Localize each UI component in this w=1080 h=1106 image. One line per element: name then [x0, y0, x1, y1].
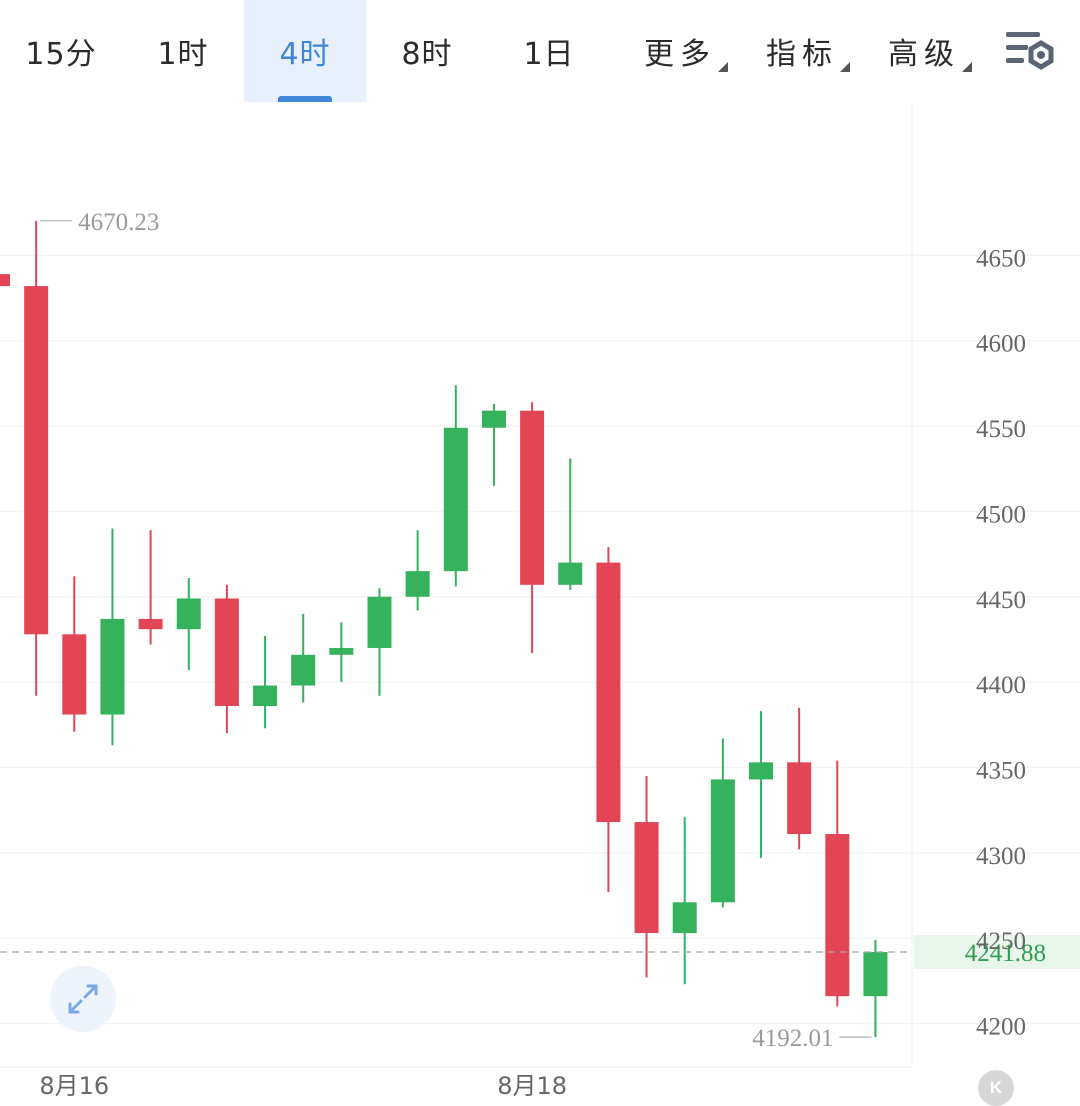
y-tick-label: 4500 — [976, 501, 1026, 528]
candle-body — [0, 274, 10, 287]
high-price-annotation: 4670.23 — [78, 209, 159, 236]
y-tick-label: 4650 — [976, 245, 1026, 272]
low-price-annotation: 4192.01 — [752, 1025, 833, 1052]
y-tick-label: 4550 — [976, 416, 1026, 443]
expand-arrows-icon — [68, 984, 98, 1014]
candle-body — [787, 762, 812, 835]
x-tick-label: 8月18 — [497, 1072, 567, 1099]
candle-body — [62, 634, 87, 715]
candle-body — [100, 618, 125, 715]
k-line-button[interactable]: K — [978, 1070, 1014, 1106]
dropdown-label: 指标 — [766, 37, 838, 72]
candles — [0, 220, 888, 1038]
dropdown-corner-icon — [718, 62, 728, 72]
x-tick-label: 8月16 — [39, 1072, 109, 1099]
tab-label: 4时 — [279, 37, 331, 72]
tab-1day[interactable]: 1日 — [488, 0, 610, 102]
dropdown-corner-icon — [840, 62, 850, 72]
candle-body — [443, 427, 468, 572]
candle-body — [291, 654, 316, 686]
tab-1hour[interactable]: 1时 — [122, 0, 244, 102]
chart-settings-gear-icon — [1006, 32, 1054, 70]
advanced-dropdown[interactable]: 高级 — [874, 0, 974, 102]
tab-label: 1时 — [157, 37, 209, 72]
y-tick-label: 4250 — [976, 928, 1026, 955]
more-dropdown[interactable]: 更多 — [630, 0, 730, 102]
candle-body — [672, 902, 697, 934]
dropdown-corner-icon — [962, 62, 972, 72]
y-tick-label: 4400 — [976, 672, 1026, 699]
price-axis: 4200 4250 4300 4350 4400 4450 4500 4550 4600 4650 — [976, 245, 1026, 1040]
candle-body — [367, 596, 392, 648]
candle-body — [634, 822, 659, 934]
dropdown-label: 更多 — [644, 37, 716, 72]
candle-body — [520, 410, 545, 585]
candle-body — [405, 571, 430, 597]
y-tick-label: 4300 — [976, 843, 1026, 870]
current-price-tag — [914, 935, 1080, 970]
y-tick-label: 4450 — [976, 587, 1026, 614]
active-tab-indicator — [278, 96, 332, 102]
candle-body — [24, 286, 49, 635]
candle-body — [558, 562, 583, 585]
candle-body — [596, 562, 621, 823]
tab-15min[interactable]: 15分 — [0, 0, 122, 102]
candlestick-chart[interactable]: 4670.23 4192.01 4241.88 4200 4250 4300 4350 44… — [0, 102, 1080, 1099]
tab-label: 1日 — [523, 37, 575, 72]
tab-label: 15分 — [25, 37, 97, 72]
candle-body — [863, 952, 888, 997]
candle-body — [176, 598, 201, 630]
dropdown-label: 高级 — [888, 37, 960, 72]
y-tick-label: 4200 — [976, 1014, 1026, 1041]
time-axis: 8月16 8月18 — [39, 1072, 567, 1099]
interval-toolbar: 15分 1时 4时 8时 1日 更多 指标 高级 — [0, 0, 1080, 102]
tab-label: 8时 — [401, 37, 453, 72]
candle-body — [825, 834, 850, 997]
annotations: 4670.23 4192.01 4241.88 — [0, 209, 1080, 1052]
current-price-label: 4241.88 — [965, 940, 1046, 967]
chart-settings-button[interactable] — [1000, 26, 1060, 76]
candle-body — [253, 685, 278, 706]
tab-8hour[interactable]: 8时 — [366, 0, 488, 102]
tab-4hour[interactable]: 4时 — [244, 0, 366, 102]
candle-body — [214, 598, 239, 706]
indicators-dropdown[interactable]: 指标 — [752, 0, 852, 102]
candle-body — [481, 410, 506, 428]
candle-body — [138, 618, 163, 630]
fullscreen-button[interactable] — [50, 966, 116, 1032]
y-tick-label: 4600 — [976, 331, 1026, 358]
candle-body — [329, 647, 354, 655]
candle-body — [749, 762, 773, 780]
candle-body — [710, 779, 735, 903]
y-tick-label: 4350 — [976, 757, 1026, 784]
